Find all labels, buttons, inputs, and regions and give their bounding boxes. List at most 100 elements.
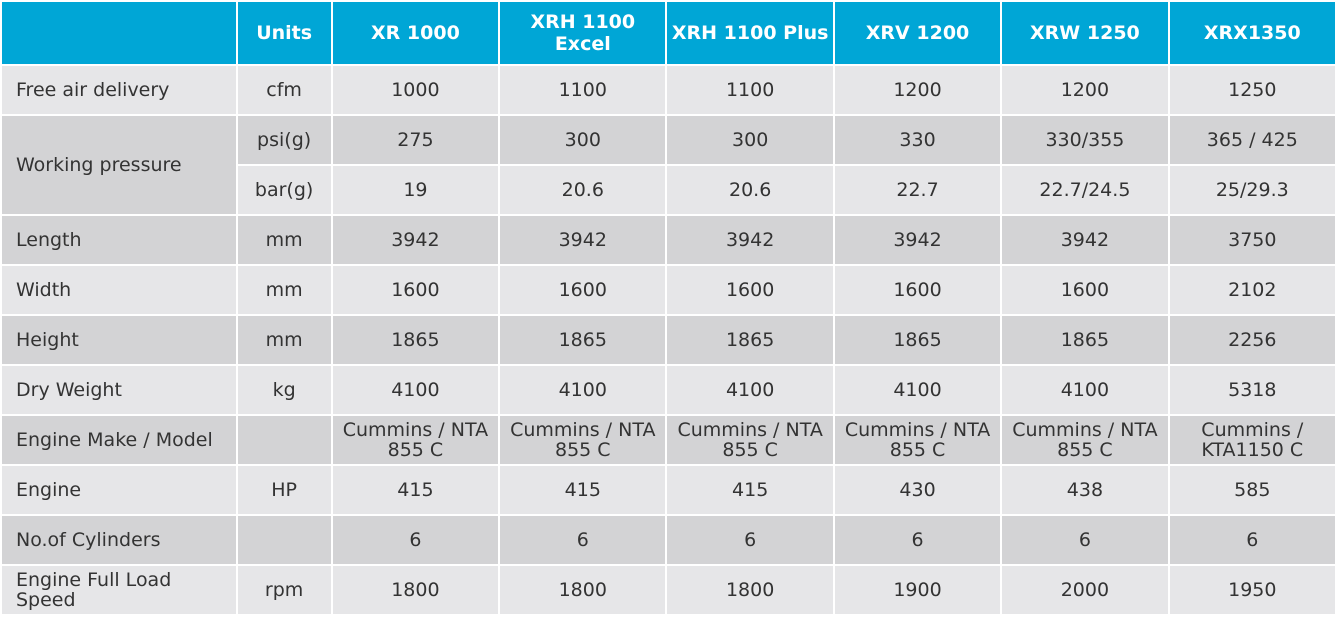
cell-line: 855 C: [889, 439, 946, 461]
spec-table: Units XR 1000 XRH 1100 Excel XRH 1100 Pl…: [2, 2, 1335, 614]
header-units: Units: [237, 2, 331, 64]
cell-value: 4100: [834, 366, 1001, 414]
cell-value: 1865: [332, 316, 499, 364]
cell-value: 585: [1169, 466, 1335, 514]
cell-value: 275: [332, 116, 499, 164]
cell-value: 1865: [500, 316, 666, 364]
cell-value: 3750: [1169, 216, 1335, 264]
row-dry-weight: Dry Weight kg 4100 4100 4100 4100 4100 5…: [2, 366, 1335, 414]
cell-value: 6: [667, 516, 833, 564]
cell-line: 855 C: [722, 439, 778, 461]
cell-value: 438: [1002, 466, 1168, 514]
cell-value: 1800: [667, 566, 833, 614]
cell-value: 3942: [332, 216, 499, 264]
cell-value: 1950: [1169, 566, 1335, 614]
cell-value: 19: [332, 166, 499, 214]
cell-line: 855 C: [1057, 439, 1113, 461]
cell-value: 1100: [667, 66, 833, 114]
cell-value: 3942: [667, 216, 833, 264]
row-label: Engine Full Load Speed: [2, 566, 236, 614]
header-corner: [2, 2, 236, 64]
cell-value: Cummins / NTA 855 C: [667, 416, 833, 464]
row-engine-hp: Engine HP 415 415 415 430 438 585: [2, 466, 1335, 514]
header-model: XRX1350: [1169, 2, 1335, 64]
cell-value: 2256: [1169, 316, 1335, 364]
cell-value: 6: [332, 516, 499, 564]
row-label: Length: [2, 216, 236, 264]
row-label: Free air delivery: [2, 66, 236, 114]
cell-value: 1600: [1002, 266, 1168, 314]
cell-value: 1200: [834, 66, 1001, 114]
cell-value: 330: [834, 116, 1001, 164]
header-model: XRW 1250: [1002, 2, 1168, 64]
row-unit: bar(g): [237, 166, 331, 214]
row-unit: rpm: [237, 566, 331, 614]
row-label: Width: [2, 266, 236, 314]
cell-value: 415: [500, 466, 666, 514]
cell-value: 5318: [1169, 366, 1335, 414]
row-free-air-delivery: Free air delivery cfm 1000 1100 1100 120…: [2, 66, 1335, 114]
row-engine-full-load-speed: Engine Full Load Speed rpm 1800 1800 180…: [2, 566, 1335, 614]
row-unit: mm: [237, 216, 331, 264]
cell-value: 2102: [1169, 266, 1335, 314]
header-model: XRV 1200: [834, 2, 1001, 64]
cell-value: 6: [1169, 516, 1335, 564]
row-label: Engine Make / Model: [2, 416, 236, 464]
cell-line: 855 C: [387, 439, 444, 461]
cell-value: 4100: [667, 366, 833, 414]
cell-value: 6: [1002, 516, 1168, 564]
cell-value: 415: [332, 466, 499, 514]
row-cylinders: No.of Cylinders 6 6 6 6 6 6: [2, 516, 1335, 564]
cell-value: 20.6: [667, 166, 833, 214]
cell-value: Cummins / KTA1150 C: [1169, 416, 1335, 464]
cell-value: 1800: [500, 566, 666, 614]
cell-value: 2000: [1002, 566, 1168, 614]
row-length: Length mm 3942 3942 3942 3942 3942 3750: [2, 216, 1335, 264]
cell-value: 1600: [667, 266, 833, 314]
cell-line: Cummins / NTA: [677, 419, 823, 441]
cell-value: 300: [667, 116, 833, 164]
cell-value: 4100: [500, 366, 666, 414]
cell-value: 300: [500, 116, 666, 164]
header-model: XR 1000: [332, 2, 499, 64]
row-unit: psi(g): [237, 116, 331, 164]
cell-value: 1865: [834, 316, 1001, 364]
cell-value: 4100: [1002, 366, 1168, 414]
row-unit: cfm: [237, 66, 331, 114]
row-unit: mm: [237, 316, 331, 364]
row-label: Engine: [2, 466, 236, 514]
cell-value: 1250: [1169, 66, 1335, 114]
cell-value: 1800: [332, 566, 499, 614]
header-model: XRH 1100 Plus: [667, 2, 833, 64]
cell-line: 855 C: [554, 439, 611, 461]
cell-value: 1900: [834, 566, 1001, 614]
row-unit: [237, 416, 331, 464]
cell-value: 330/355: [1002, 116, 1168, 164]
cell-line: Cummins / NTA: [1012, 419, 1158, 441]
row-engine-make-model: Engine Make / Model Cummins / NTA 855 C C…: [2, 416, 1335, 464]
cell-value: 22.7/24.5: [1002, 166, 1168, 214]
cell-value: 365 / 425: [1169, 116, 1335, 164]
cell-value: 3942: [500, 216, 666, 264]
cell-value: 25/29.3: [1169, 166, 1335, 214]
row-unit: [237, 516, 331, 564]
cell-line: KTA1150 C: [1201, 439, 1304, 461]
row-height: Height mm 1865 1865 1865 1865 1865 2256: [2, 316, 1335, 364]
cell-value: 1600: [500, 266, 666, 314]
row-unit: mm: [237, 266, 331, 314]
cell-value: 6: [500, 516, 666, 564]
cell-line: Cummins / NTA: [844, 419, 991, 441]
cell-value: 20.6: [500, 166, 666, 214]
cell-value: 1600: [332, 266, 499, 314]
cell-value: 1865: [1002, 316, 1168, 364]
cell-value: 1000: [332, 66, 499, 114]
cell-value: 4100: [332, 366, 499, 414]
cell-value: 1600: [834, 266, 1001, 314]
cell-value: Cummins / NTA 855 C: [1002, 416, 1168, 464]
row-working-pressure-psi: Working pressure psi(g) 275 300 300 330 …: [2, 116, 1335, 214]
cell-value: Cummins / NTA 855 C: [500, 416, 666, 464]
row-unit: HP: [237, 466, 331, 514]
cell-value: Cummins / NTA 855 C: [332, 416, 499, 464]
cell-value: 22.7: [834, 166, 1001, 214]
cell-value: 415: [667, 466, 833, 514]
